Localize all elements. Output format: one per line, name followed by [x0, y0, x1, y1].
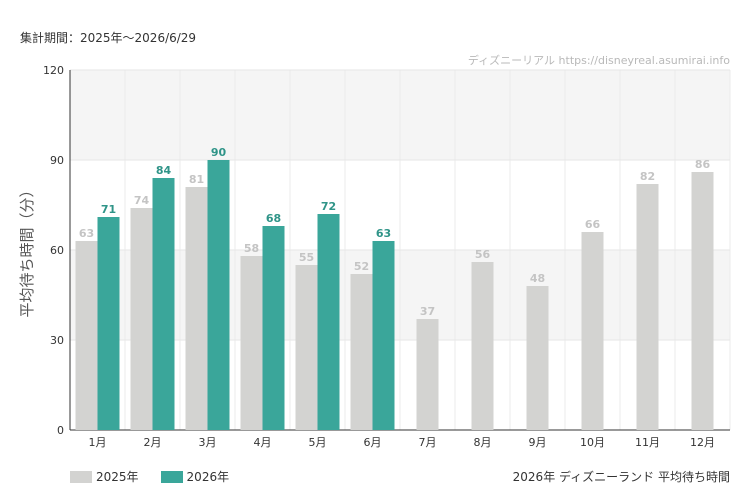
data-label-2025: 81: [189, 173, 204, 186]
data-label-2026: 63: [376, 227, 391, 240]
bar-2025: [416, 319, 439, 430]
x-tick-label: 12月: [690, 436, 715, 449]
data-label-2025: 74: [134, 194, 150, 207]
x-tick-label: 11月: [635, 436, 660, 449]
bar-2025: [636, 184, 659, 430]
bar-2025: [295, 265, 318, 430]
watermark-text: ディズニーリアル https://disneyreal.asumirai.inf…: [467, 54, 730, 67]
x-tick-label: 4月: [254, 436, 272, 449]
x-tick-label: 8月: [474, 436, 492, 449]
data-label-2025: 63: [79, 227, 94, 240]
bar-2025: [471, 262, 494, 430]
data-label-2025: 82: [640, 170, 655, 183]
y-tick-label: 90: [50, 154, 64, 167]
legend-item-2026[interactable]: 2026年: [160, 468, 230, 485]
legend-label-2025: 2025年: [96, 470, 139, 484]
data-label-2025: 48: [530, 272, 545, 285]
y-axis-title: 平均待ち時間（分）: [18, 182, 36, 317]
legend-swatch-2026: [160, 470, 183, 483]
y-tick-label: 120: [43, 64, 64, 77]
bar-2026: [317, 214, 340, 430]
chart-caption: 2026年 ディズニーランド 平均待ち時間: [512, 470, 730, 484]
legend-item-2025[interactable]: 2025年: [70, 468, 139, 485]
data-label-2025: 58: [244, 242, 259, 255]
bar-2026: [207, 160, 230, 430]
y-tick-label: 0: [57, 424, 64, 437]
x-tick-label: 5月: [309, 436, 327, 449]
legend-swatch-2025: [70, 470, 92, 483]
bar-2026: [262, 226, 285, 430]
data-label-2025: 66: [585, 218, 601, 231]
y-tick-label: 60: [50, 244, 64, 257]
bar-2025: [581, 232, 604, 430]
x-tick-label: 2月: [144, 436, 162, 449]
bar-2025: [526, 286, 549, 430]
x-tick-label: 10月: [580, 436, 605, 449]
x-tick-label: 6月: [364, 436, 382, 449]
y-tick-label: 30: [50, 334, 64, 347]
bar-2026: [152, 178, 175, 430]
bar-2026: [97, 217, 120, 430]
data-label-2026: 68: [266, 212, 281, 225]
x-tick-label: 3月: [199, 436, 217, 449]
legend: 2025年 2026年: [70, 468, 229, 485]
data-label-2025: 52: [354, 260, 369, 273]
bar-2025: [240, 256, 263, 430]
data-label-2025: 86: [695, 158, 711, 171]
period-label: 集計期間：2025年～2026/6/29: [20, 31, 197, 45]
data-label-2025: 56: [475, 248, 491, 261]
bar-2025: [130, 208, 153, 430]
bar-2025: [691, 172, 714, 430]
x-tick-label: 7月: [419, 436, 437, 449]
legend-label-2026: 2026年: [186, 470, 230, 484]
bar-2025: [75, 241, 98, 430]
data-label-2026: 90: [211, 146, 227, 159]
bar-2026: [372, 241, 395, 430]
x-tick-label: 9月: [529, 436, 547, 449]
data-label-2026: 72: [321, 200, 336, 213]
bar-2025: [350, 274, 373, 430]
data-label-2026: 84: [156, 164, 172, 177]
x-tick-label: 1月: [89, 436, 107, 449]
data-label-2026: 71: [101, 203, 116, 216]
bar-2025: [185, 187, 208, 430]
data-label-2025: 55: [299, 251, 314, 264]
data-label-2025: 37: [420, 305, 435, 318]
